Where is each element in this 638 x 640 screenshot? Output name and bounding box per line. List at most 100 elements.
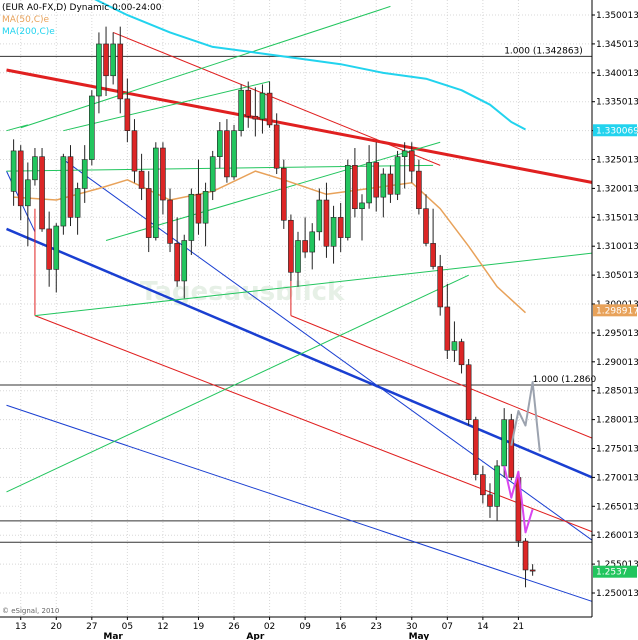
candle-body — [522, 540, 529, 571]
candle-body — [394, 156, 401, 195]
x-tick-label: 02 — [264, 622, 275, 632]
trend-line — [290, 315, 592, 439]
y-tick-label: 1.290013 — [596, 358, 638, 368]
candle-body — [259, 92, 266, 120]
candle-body — [330, 217, 337, 247]
candle-body — [430, 243, 436, 267]
copyright-text: © eSignal, 2010 — [2, 607, 59, 615]
candle-body — [245, 89, 252, 117]
y-tick-label: 1.305013 — [596, 271, 638, 281]
candle-body — [67, 156, 74, 218]
y-tick-label: 1.255013 — [596, 560, 638, 570]
projection-path — [503, 465, 534, 534]
candle-body — [188, 193, 195, 241]
x-month-label: Apr — [246, 632, 264, 640]
candle-body — [458, 341, 465, 366]
candle-body — [359, 202, 365, 210]
trend-line — [6, 164, 434, 172]
candle-body — [167, 199, 173, 244]
candle-body — [316, 199, 323, 233]
projection-path — [510, 381, 541, 452]
candle-body — [373, 162, 380, 198]
candle-body — [280, 167, 287, 221]
candle-body — [487, 494, 493, 507]
x-tick-label: 30 — [406, 622, 418, 632]
candle-body — [529, 569, 536, 572]
y-tick-label: 1.265013 — [596, 502, 638, 512]
candle-body — [352, 165, 358, 210]
candle-body — [181, 240, 188, 282]
candle-body — [472, 419, 479, 475]
candle-body — [160, 147, 166, 201]
x-tick-label: 27 — [86, 622, 97, 632]
x-tick-label: 07 — [442, 622, 453, 632]
candle-body — [465, 364, 472, 420]
candle-body — [174, 243, 180, 282]
trend-line — [20, 5, 391, 129]
price-tag — [593, 565, 637, 578]
x-tick-label: 14 — [477, 622, 489, 632]
price-tag-label: 1.298917 — [596, 306, 638, 316]
candle-body — [46, 228, 52, 270]
candle-body — [266, 92, 273, 126]
candle-body — [508, 419, 515, 478]
trend-line — [63, 159, 592, 541]
candle-body — [380, 173, 387, 198]
y-tick-label: 1.320013 — [596, 184, 638, 194]
candle-body — [131, 130, 138, 172]
candle-body — [423, 208, 429, 244]
candle-body — [103, 43, 109, 77]
trend-line — [112, 31, 441, 166]
candle-body — [387, 173, 394, 195]
candle-body — [153, 147, 159, 238]
y-tick-label: 1.335013 — [596, 98, 638, 108]
y-tick-label: 1.310013 — [596, 242, 638, 252]
candle-body — [224, 130, 230, 178]
trend-line — [6, 124, 28, 132]
x-month-label: May — [409, 632, 430, 640]
y-tick-label: 1.275013 — [596, 445, 638, 455]
price-tag — [593, 304, 637, 317]
candle-body — [60, 156, 67, 227]
candle-body — [17, 150, 24, 207]
candle-body — [81, 159, 88, 189]
y-tick-label: 1.325013 — [596, 156, 638, 166]
candle-body — [494, 465, 500, 507]
x-tick-label: 16 — [335, 622, 347, 632]
candle-body — [302, 240, 308, 253]
price-tag — [593, 124, 637, 137]
trend-line — [105, 141, 441, 241]
candle-body — [145, 188, 152, 238]
candle-body — [124, 98, 131, 131]
x-tick-label: 23 — [370, 622, 381, 632]
y-tick-label: 1.285013 — [596, 387, 638, 397]
candle-body — [273, 124, 280, 169]
candle-body — [110, 43, 116, 77]
candle-body — [437, 266, 444, 308]
candle-body — [117, 43, 124, 100]
candle-body — [195, 193, 202, 224]
candle-body — [288, 219, 294, 273]
candle-body — [89, 95, 95, 160]
candle-body — [295, 240, 301, 273]
candle-body — [344, 165, 351, 238]
x-month-label: Mar — [103, 632, 123, 640]
x-tick-label: 20 — [51, 622, 63, 632]
y-tick-label: 1.340013 — [596, 69, 638, 79]
candle-body — [53, 225, 60, 270]
x-tick-label: 09 — [299, 622, 311, 632]
y-tick-label: 1.295013 — [596, 329, 638, 339]
trend-line — [6, 227, 592, 479]
candle-body — [337, 217, 344, 238]
candle-body — [309, 231, 316, 253]
price-tag-label: 1.2537 — [596, 568, 628, 578]
candle-body — [451, 341, 458, 351]
legend-ma200: MA(200,C)e — [2, 27, 55, 37]
candle-body — [217, 130, 223, 157]
fib-level-label: 1.000 (1.342863) — [504, 46, 583, 56]
candle-body — [96, 43, 102, 97]
trend-line — [6, 68, 592, 184]
candle-body — [416, 170, 422, 210]
